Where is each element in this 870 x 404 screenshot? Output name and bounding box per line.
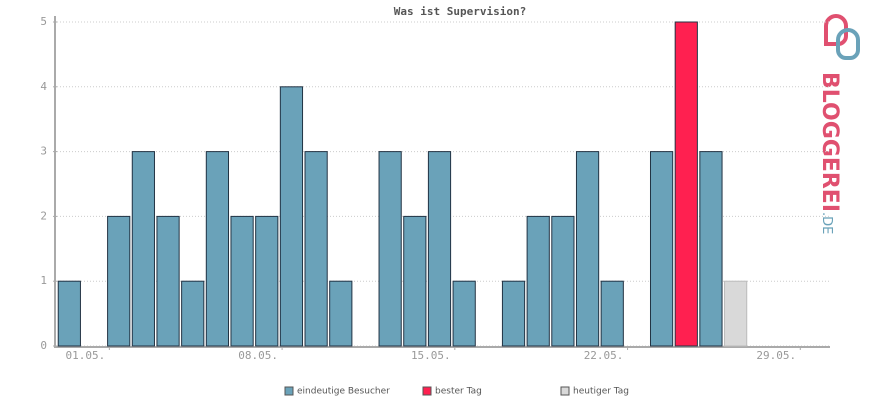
- legend-label: heutiger Tag: [573, 387, 629, 397]
- logo: BLOGGEREI.DE: [817, 14, 860, 234]
- x-tick-label: 01.05.: [65, 349, 105, 362]
- bar: [427, 151, 452, 347]
- bar: [452, 280, 476, 347]
- bar: [403, 215, 427, 347]
- bar: [156, 215, 180, 347]
- y-tick-label: 4: [40, 80, 47, 93]
- legend-label: bester Tag: [435, 387, 482, 397]
- bar: [526, 215, 550, 347]
- bar: [378, 151, 402, 347]
- legend-label: eindeutige Besucher: [297, 387, 390, 397]
- logo-suffix: .DE: [819, 212, 834, 234]
- bar: [57, 280, 81, 347]
- bar: [575, 151, 600, 347]
- bar: [279, 86, 304, 347]
- bar: [674, 21, 698, 347]
- bar: [501, 280, 526, 347]
- x-tick-label: 29.05.: [756, 349, 796, 362]
- x-tick-label: 08.05.: [238, 349, 278, 362]
- legend-swatch: [422, 386, 432, 396]
- y-tick-label: 2: [40, 209, 47, 222]
- bar: [699, 151, 723, 347]
- bar: [205, 151, 230, 347]
- chart-title: Was ist Supervision?: [394, 5, 526, 18]
- bar: [649, 151, 674, 347]
- y-tick-label: 3: [40, 145, 47, 158]
- legend-swatch: [284, 386, 294, 396]
- bar: [304, 151, 328, 347]
- bar: [255, 215, 279, 347]
- bar: [131, 151, 155, 347]
- y-tick-label: 1: [40, 274, 47, 287]
- legend-swatch: [560, 386, 570, 396]
- logo-icon: [836, 28, 860, 60]
- logo-icon: [824, 14, 848, 46]
- bar: [107, 215, 131, 347]
- x-tick-label: 15.05.: [411, 349, 451, 362]
- y-tick-label: 5: [40, 15, 47, 28]
- y-tick-label: 0: [40, 339, 47, 352]
- bar: [181, 280, 205, 347]
- bar: [329, 280, 353, 347]
- bar: [230, 215, 254, 347]
- logo-text: BLOGGEREI.DE: [817, 72, 842, 234]
- bar: [600, 280, 624, 347]
- bar: [551, 215, 575, 347]
- bar: [724, 280, 748, 347]
- logo-main: BLOGGEREI: [817, 72, 842, 212]
- x-tick-label: 22.05.: [584, 349, 624, 362]
